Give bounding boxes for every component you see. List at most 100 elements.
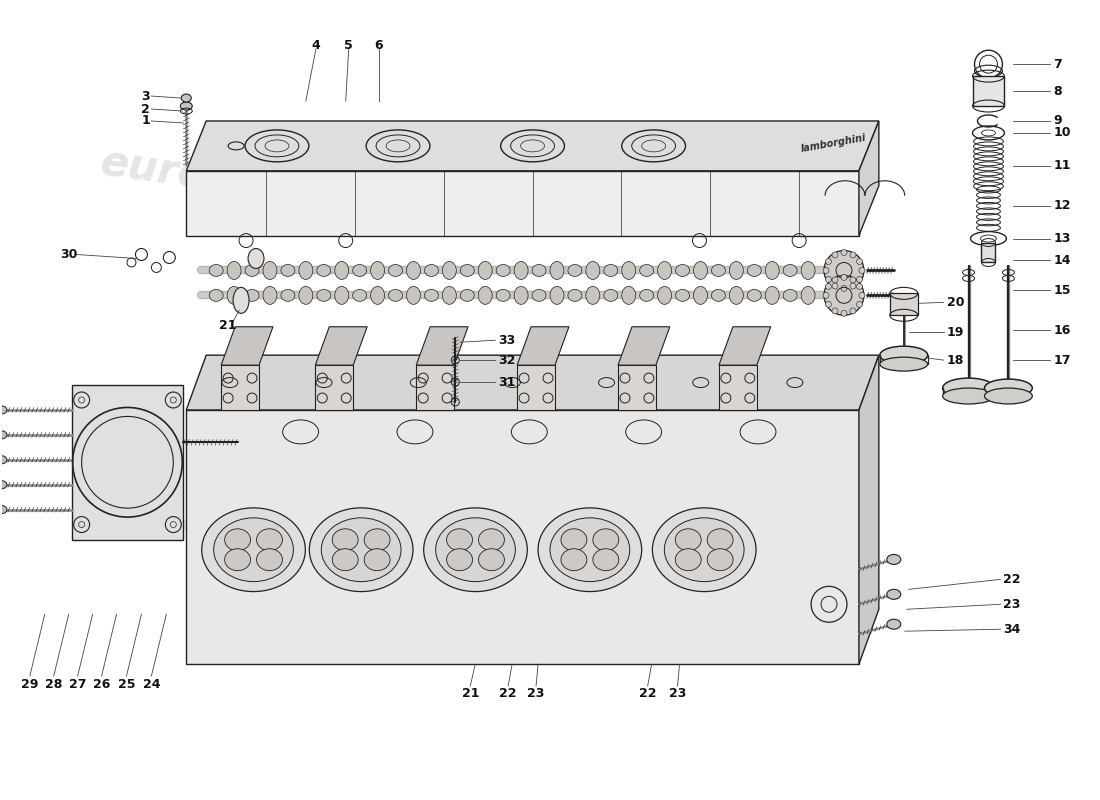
Circle shape <box>842 274 847 281</box>
Ellipse shape <box>783 290 798 302</box>
Text: 22: 22 <box>1003 573 1021 586</box>
Text: 7: 7 <box>1053 58 1062 70</box>
Ellipse shape <box>180 102 192 110</box>
Ellipse shape <box>233 287 249 314</box>
Bar <box>981 242 996 262</box>
Ellipse shape <box>280 290 295 302</box>
Text: lamborghini: lamborghini <box>801 133 868 154</box>
Ellipse shape <box>309 508 412 591</box>
Ellipse shape <box>712 290 725 302</box>
Ellipse shape <box>550 262 564 279</box>
Ellipse shape <box>371 262 385 279</box>
Text: 23: 23 <box>669 687 686 701</box>
Ellipse shape <box>550 286 564 304</box>
Circle shape <box>850 308 856 314</box>
Ellipse shape <box>621 262 636 279</box>
Ellipse shape <box>299 262 312 279</box>
Ellipse shape <box>658 262 672 279</box>
Ellipse shape <box>424 508 527 591</box>
Ellipse shape <box>766 262 779 279</box>
Text: 1: 1 <box>142 114 151 127</box>
Ellipse shape <box>182 94 191 102</box>
Polygon shape <box>618 326 670 365</box>
Circle shape <box>857 302 862 307</box>
Ellipse shape <box>880 357 927 371</box>
Polygon shape <box>221 365 258 410</box>
Polygon shape <box>221 326 273 365</box>
Ellipse shape <box>532 265 546 277</box>
Text: 23: 23 <box>1003 598 1021 610</box>
Ellipse shape <box>280 265 295 277</box>
Text: 8: 8 <box>1053 85 1062 98</box>
Ellipse shape <box>436 518 516 582</box>
Ellipse shape <box>880 346 927 364</box>
Circle shape <box>842 286 847 291</box>
Ellipse shape <box>263 262 277 279</box>
Ellipse shape <box>447 549 473 570</box>
Text: 6: 6 <box>374 38 383 52</box>
Ellipse shape <box>693 286 707 304</box>
Text: 25: 25 <box>118 678 135 690</box>
Circle shape <box>859 292 865 298</box>
Ellipse shape <box>407 286 420 304</box>
Ellipse shape <box>209 290 223 302</box>
Ellipse shape <box>532 290 546 302</box>
Ellipse shape <box>425 290 439 302</box>
Text: 12: 12 <box>1053 199 1070 212</box>
Ellipse shape <box>984 388 1032 404</box>
Ellipse shape <box>256 549 283 570</box>
Ellipse shape <box>550 518 629 582</box>
Ellipse shape <box>0 406 7 414</box>
Ellipse shape <box>256 529 283 550</box>
Text: 34: 34 <box>1003 622 1021 636</box>
Text: 28: 28 <box>45 678 63 690</box>
Text: 9: 9 <box>1053 114 1062 127</box>
Ellipse shape <box>371 286 385 304</box>
Ellipse shape <box>664 518 744 582</box>
Ellipse shape <box>496 290 510 302</box>
Ellipse shape <box>478 529 505 550</box>
Ellipse shape <box>586 286 600 304</box>
Text: 20: 20 <box>947 296 964 309</box>
Ellipse shape <box>766 286 779 304</box>
Ellipse shape <box>249 249 264 269</box>
Text: 11: 11 <box>1053 159 1070 172</box>
Ellipse shape <box>201 508 306 591</box>
Ellipse shape <box>514 262 528 279</box>
Ellipse shape <box>364 549 390 570</box>
Ellipse shape <box>478 286 492 304</box>
Circle shape <box>825 302 832 307</box>
Ellipse shape <box>640 265 653 277</box>
Text: 21: 21 <box>462 687 478 701</box>
Polygon shape <box>186 410 859 664</box>
Ellipse shape <box>388 265 403 277</box>
Text: 2: 2 <box>142 102 151 115</box>
Ellipse shape <box>640 290 653 302</box>
Circle shape <box>825 283 832 290</box>
Circle shape <box>842 250 847 255</box>
Text: eurospares: eurospares <box>98 142 364 220</box>
Ellipse shape <box>317 290 331 302</box>
Ellipse shape <box>460 290 474 302</box>
Polygon shape <box>316 326 367 365</box>
Text: 19: 19 <box>947 326 964 338</box>
Text: eurospares: eurospares <box>138 490 404 569</box>
Ellipse shape <box>334 262 349 279</box>
Text: 17: 17 <box>1053 354 1070 366</box>
Polygon shape <box>186 170 859 235</box>
Text: eurospares: eurospares <box>466 490 733 569</box>
Ellipse shape <box>388 290 403 302</box>
Ellipse shape <box>658 286 672 304</box>
Text: 10: 10 <box>1053 126 1070 139</box>
Ellipse shape <box>652 508 756 591</box>
Circle shape <box>832 283 838 289</box>
Ellipse shape <box>801 286 815 304</box>
Ellipse shape <box>984 379 1032 397</box>
Ellipse shape <box>442 286 456 304</box>
Circle shape <box>850 283 856 289</box>
Polygon shape <box>517 326 569 365</box>
Text: eurospares: eurospares <box>456 142 723 220</box>
Ellipse shape <box>729 262 744 279</box>
Ellipse shape <box>0 506 7 514</box>
Ellipse shape <box>496 265 510 277</box>
